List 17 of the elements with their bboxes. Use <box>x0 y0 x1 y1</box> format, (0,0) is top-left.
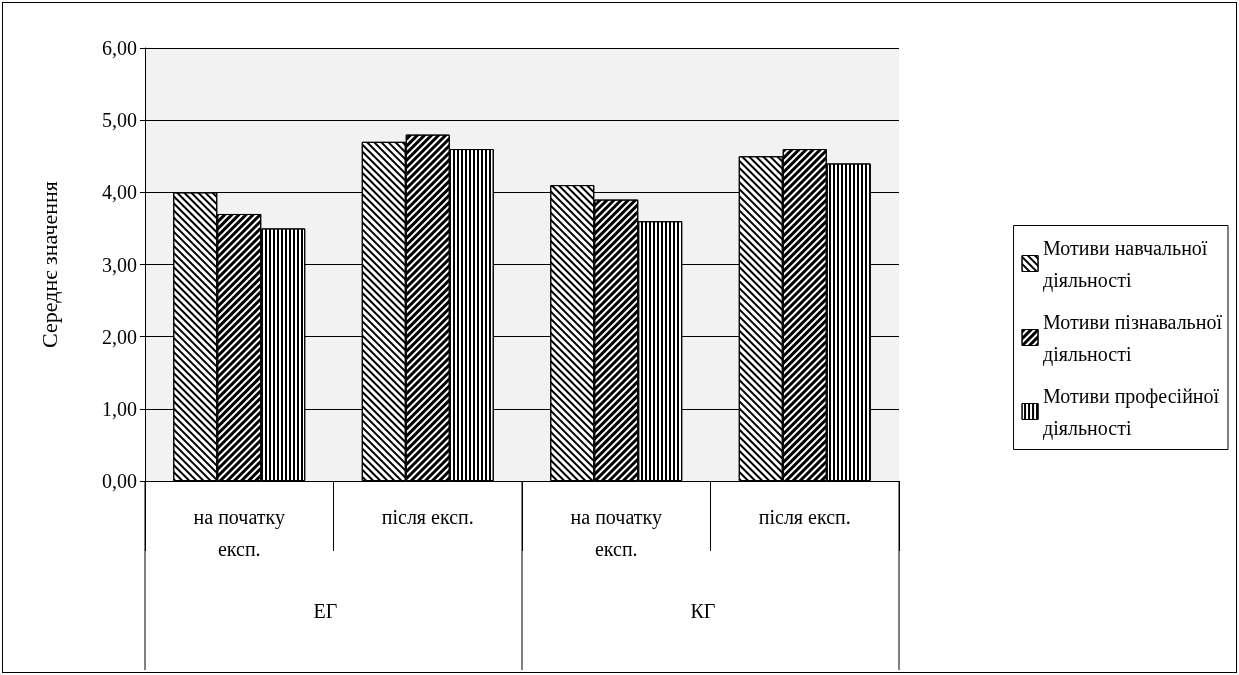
x-tick-label: після експ. <box>758 506 851 528</box>
legend-label: Мотиви навчальної діяльності <box>1043 236 1208 292</box>
text: КГ <box>690 600 716 622</box>
x-tick-label: після експ. <box>381 506 474 528</box>
x-tick-label: на початку експ. <box>193 506 285 560</box>
y-tick-label: 1,00 <box>102 397 137 420</box>
legend-label: Мотиви пізнавальної діяльності <box>1043 310 1223 366</box>
y-tick-label: 6,00 <box>102 37 137 59</box>
y-tick-label: 4,00 <box>102 181 137 204</box>
text: ЕГ <box>313 600 338 622</box>
legend-label: Мотиви професійної діяльності <box>1043 384 1220 440</box>
y-tick-label: 3,00 <box>102 253 137 276</box>
y-tick-label: 0,00 <box>102 470 137 492</box>
x-tick-label: на початку експ. <box>570 506 662 560</box>
y-tick-label: 2,00 <box>102 325 137 348</box>
y-tick-label: 5,00 <box>102 109 137 132</box>
y-axis-title: Середнє значення <box>36 181 62 348</box>
